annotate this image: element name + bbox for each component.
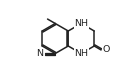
Text: O: O — [103, 45, 110, 54]
Text: NH: NH — [74, 49, 88, 58]
Text: NH: NH — [74, 19, 88, 28]
Text: N: N — [36, 49, 43, 58]
